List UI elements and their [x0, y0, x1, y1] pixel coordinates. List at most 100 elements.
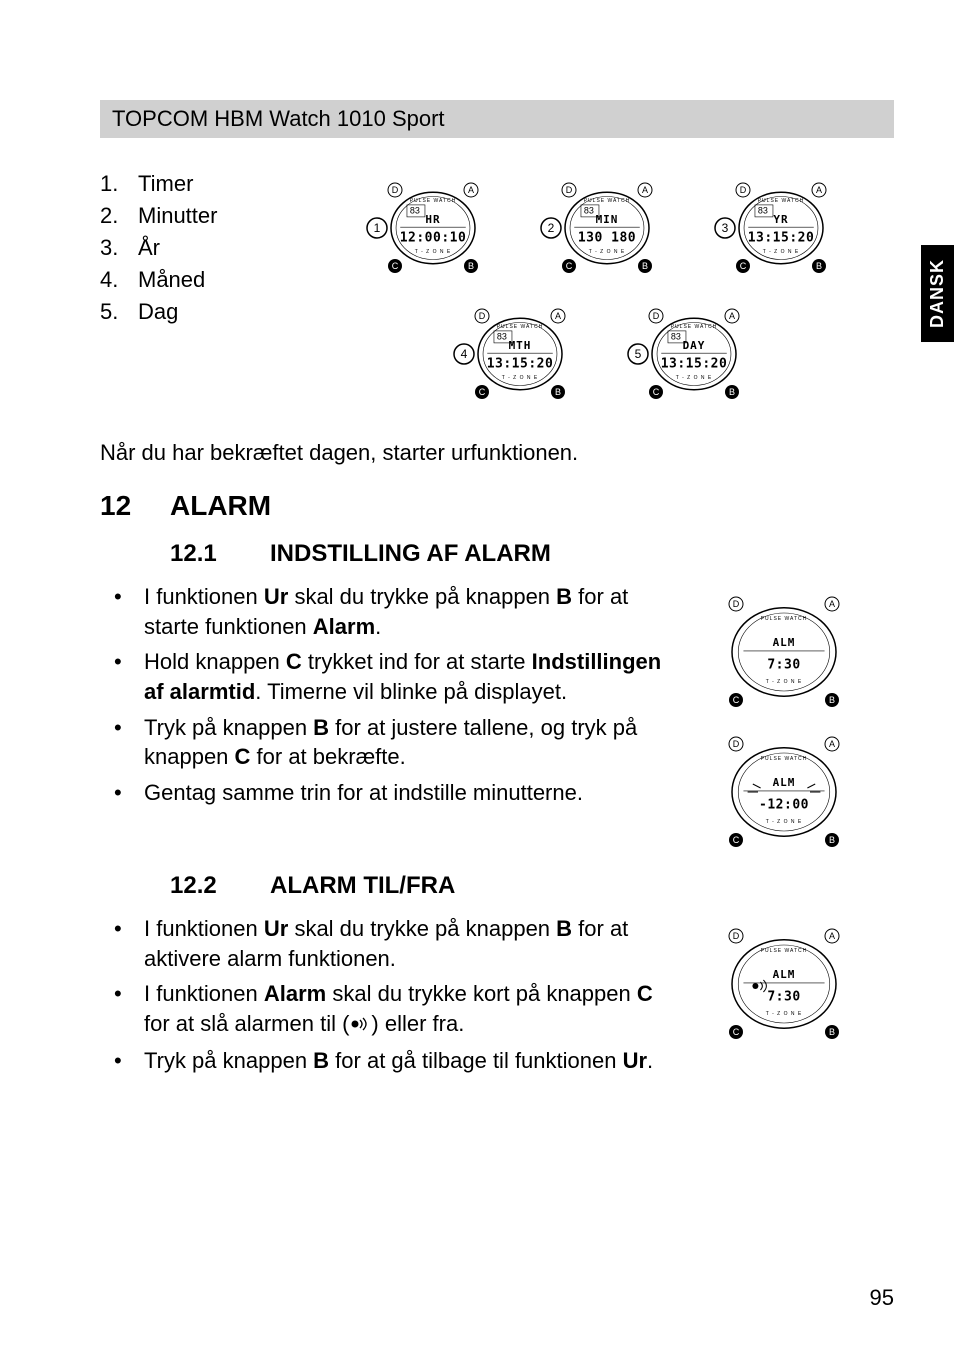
figure-column-122: PULSE WATCH ALM 7:30 T - Z O N E D A C B: [684, 914, 894, 1082]
svg-text:83: 83: [497, 331, 507, 341]
svg-text:ALM: ALM: [773, 636, 796, 649]
svg-text:D: D: [566, 185, 573, 195]
list-item: 4.Måned: [100, 264, 300, 296]
heading-12: 12 ALARM: [100, 490, 894, 522]
svg-text:A: A: [468, 185, 474, 195]
svg-text:13:15:20: 13:15:20: [487, 356, 554, 371]
text-run: I funktionen: [144, 916, 264, 941]
watch-diagram: PULSE WATCH ALM 7:30 T - Z O N E D A C B: [684, 914, 884, 1054]
svg-text:HR: HR: [425, 213, 440, 226]
bold-text: Ur: [264, 916, 288, 941]
text-run: I funktionen: [144, 981, 264, 1006]
text-run: ) eller fra.: [371, 1011, 464, 1036]
svg-text:T - Z O N E: T - Z O N E: [766, 1011, 802, 1017]
text-run: for at slå alarmen til (: [144, 1011, 349, 1036]
svg-text:T - Z O N E: T - Z O N E: [766, 679, 802, 685]
svg-text:C: C: [392, 261, 399, 271]
watch-diagram: PULSE WATCH MTH 13:15:20 T - Z O N E 83 …: [436, 294, 604, 414]
svg-text:C: C: [653, 387, 660, 397]
heading-number: 12.2: [170, 872, 270, 900]
svg-text:130 180: 130 180: [578, 230, 636, 245]
watch-diagram: PULSE WATCH ALM -12:00 T - Z O N E D A C…: [684, 722, 884, 862]
svg-text:13:15:20: 13:15:20: [748, 230, 815, 245]
svg-text:B: B: [642, 261, 648, 271]
svg-text:T - Z O N E: T - Z O N E: [415, 249, 451, 255]
list-label: Timer: [138, 168, 193, 200]
svg-text:A: A: [829, 599, 835, 609]
svg-text:ALM: ALM: [773, 776, 796, 789]
svg-text:T - Z O N E: T - Z O N E: [589, 249, 625, 255]
bold-text: B: [313, 1048, 329, 1073]
svg-text:D: D: [479, 311, 486, 321]
svg-text:D: D: [733, 931, 740, 941]
text-run: Hold knappen: [144, 649, 286, 674]
watch-diagram: PULSE WATCH MIN 130 180 T - Z O N E 83 D…: [523, 168, 691, 288]
bold-text: C: [286, 649, 302, 674]
list-number: 1.: [100, 168, 138, 200]
svg-text:PULSE WATCH: PULSE WATCH: [671, 324, 718, 330]
svg-text:B: B: [729, 387, 735, 397]
list-label: Måned: [138, 264, 205, 296]
bold-text: Ur: [623, 1048, 647, 1073]
svg-text:D: D: [740, 185, 747, 195]
text-run: skal du trykke på knappen: [288, 584, 556, 609]
list-label: Dag: [138, 296, 178, 328]
figure-column-121: PULSE WATCH ALM 7:30 T - Z O N E D A C B…: [684, 582, 894, 862]
bullet-item: Hold knappen C trykket ind for at starte…: [100, 647, 664, 706]
page-header: TOPCOM HBM Watch 1010 Sport: [100, 100, 894, 138]
text-run: Tryk på knappen: [144, 1048, 313, 1073]
svg-text:12:00:10: 12:00:10: [400, 230, 467, 245]
svg-text:PULSE WATCH: PULSE WATCH: [761, 616, 808, 622]
svg-text:83: 83: [584, 205, 594, 215]
svg-text:2: 2: [548, 221, 555, 235]
text-run: trykket ind for at starte: [302, 649, 532, 674]
svg-text:D: D: [733, 739, 740, 749]
svg-text:ALM: ALM: [773, 968, 796, 981]
bold-text: Ur: [264, 584, 288, 609]
svg-text:4: 4: [461, 347, 468, 361]
text-run: Tryk på knappen: [144, 715, 313, 740]
alarm-icon: [349, 1010, 371, 1040]
heading-number: 12.1: [170, 540, 270, 568]
bold-text: B: [313, 715, 329, 740]
watch-diagram: PULSE WATCH DAY 13:15:20 T - Z O N E 83 …: [610, 294, 778, 414]
watch-diagram: PULSE WATCH ALM 7:30 T - Z O N E D A C B: [684, 582, 884, 722]
bullet-list-121: I funktionen Ur skal du trykke på knappe…: [100, 582, 664, 808]
bullet-list-122: I funktionen Ur skal du trykke på knappe…: [100, 914, 664, 1076]
svg-text:YR: YR: [773, 213, 788, 226]
svg-text:PULSE WATCH: PULSE WATCH: [410, 198, 457, 204]
page-number: 95: [870, 1285, 894, 1311]
svg-text:A: A: [816, 185, 822, 195]
text-run: .: [647, 1048, 653, 1073]
svg-text:PULSE WATCH: PULSE WATCH: [761, 948, 808, 954]
svg-text:C: C: [740, 261, 747, 271]
bullet-item: Tryk på knappen B for at justere tallene…: [100, 713, 664, 772]
svg-text:D: D: [733, 599, 740, 609]
svg-text:A: A: [729, 311, 735, 321]
svg-text:83: 83: [758, 205, 768, 215]
svg-text:B: B: [829, 1027, 835, 1037]
list-number: 2.: [100, 200, 138, 232]
bullet-item: Gentag samme trin for at indstille minut…: [100, 778, 664, 808]
svg-text:PULSE WATCH: PULSE WATCH: [497, 324, 544, 330]
svg-text:83: 83: [410, 205, 420, 215]
list-label: År: [138, 232, 160, 264]
svg-text:C: C: [733, 695, 740, 705]
heading-12-2: 12.2 ALARM TIL/FRA: [100, 872, 894, 900]
bullet-item: I funktionen Ur skal du trykke på knappe…: [100, 914, 664, 973]
svg-text:83: 83: [671, 331, 681, 341]
text-run: . Timerne vil blinke på displayet.: [255, 679, 567, 704]
list-item: 5.Dag: [100, 296, 300, 328]
svg-text:A: A: [642, 185, 648, 195]
svg-text:1: 1: [374, 221, 381, 235]
svg-text:T - Z O N E: T - Z O N E: [502, 375, 538, 381]
list-item: 2.Minutter: [100, 200, 300, 232]
watch-diagram: PULSE WATCH YR 13:15:20 T - Z O N E 83 D…: [697, 168, 865, 288]
watch-diagram: PULSE WATCH HR 12:00:10 T - Z O N E 83 D…: [349, 168, 517, 288]
svg-text:B: B: [829, 695, 835, 705]
svg-text:7:30: 7:30: [767, 658, 800, 673]
svg-text:A: A: [829, 931, 835, 941]
bullet-item: Tryk på knappen B for at gå tilbage til …: [100, 1046, 664, 1076]
text-run: I funktionen: [144, 584, 264, 609]
heading-title: ALARM TIL/FRA: [270, 872, 455, 900]
